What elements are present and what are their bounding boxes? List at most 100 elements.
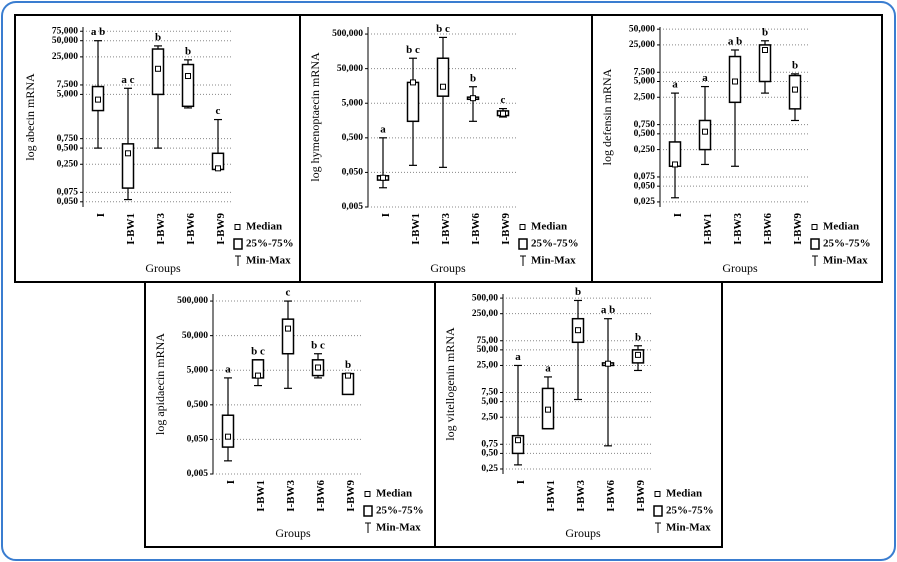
iqr-box (406, 81, 420, 123)
x-tick-label: I-BW3 (155, 213, 167, 245)
legend-label: Min-Max (666, 522, 711, 534)
x-axis-title: Groups (275, 526, 311, 540)
group-letter: a b (728, 36, 742, 48)
y-axis-title: log abecin mRNA (23, 73, 37, 161)
group-letter: b (762, 26, 768, 38)
y-tick-label: 250,00 (472, 309, 498, 319)
group-letter: b (792, 59, 798, 71)
legend-label: 25%-75% (531, 238, 579, 250)
median-marker (155, 65, 161, 72)
x-axis-title: Groups (565, 526, 601, 540)
group-letter: a (380, 123, 386, 135)
y-tick-label: 5,00 (481, 397, 498, 407)
iqr-box (181, 63, 195, 108)
median-marker (672, 161, 678, 168)
x-tick-label: I-BW6 (315, 480, 327, 512)
legend-median-icon (364, 491, 371, 497)
y-tick-label: 50,000 (52, 36, 78, 46)
group-letter: b c (436, 23, 450, 35)
median-marker (380, 174, 386, 181)
x-tick-label: I-BW6 (470, 213, 482, 245)
group-letter: c (501, 94, 506, 106)
x-tick-label: I (95, 213, 107, 217)
y-tick-label: 25,000 (629, 40, 655, 50)
iqr-box (221, 414, 235, 448)
y-tick-label: 0,250 (57, 159, 79, 169)
x-tick-label: I-BW6 (605, 480, 617, 512)
x-tick-label: I-BW3 (440, 213, 452, 245)
x-tick-label: I (672, 213, 684, 217)
legend-median-icon (654, 491, 661, 497)
group-letter: a (515, 351, 521, 363)
legend-box-icon (810, 238, 820, 250)
median-marker (762, 46, 768, 53)
y-axis-title: log defensin mRNA (600, 68, 614, 165)
y-tick-label: 7,500 (57, 80, 79, 90)
legend-label: Median (246, 221, 282, 233)
median-marker (215, 165, 221, 172)
group-letter: b (185, 45, 191, 57)
legend-label: Median (376, 488, 412, 500)
legend-median-icon (519, 224, 526, 230)
y-tick-label: 500,000 (177, 296, 208, 306)
y-axis-title: log hymenoptaecin mRNA (308, 52, 322, 182)
group-letter: b (635, 331, 641, 343)
y-tick-label: 500,000 (332, 29, 363, 39)
median-marker (470, 95, 476, 102)
legend-label: Min-Max (246, 255, 291, 267)
y-axis-title: log vitellogenin mRNA (443, 327, 457, 441)
y-axis-title: log apidaecin mRNA (153, 333, 167, 435)
y-tick-label: 5,000 (634, 77, 656, 87)
x-tick-label: I-BW1 (410, 213, 422, 245)
legend-label: Median (531, 221, 567, 233)
median-marker (575, 327, 581, 334)
y-tick-label: 500,00 (472, 293, 498, 303)
group-letter: a (545, 362, 551, 374)
group-letter: b (575, 286, 581, 298)
y-tick-label: 0,050 (634, 181, 656, 191)
x-tick-label: I-BW1 (545, 480, 557, 512)
y-tick-label: 50,000 (629, 24, 655, 34)
group-letter: c (216, 105, 221, 117)
y-tick-label: 0,50 (481, 449, 498, 459)
iqr-box (698, 119, 712, 151)
median-marker (345, 372, 351, 379)
median-marker (545, 406, 551, 413)
median-marker (225, 433, 231, 440)
legend-label: Median (666, 488, 702, 500)
y-tick-label: 0,750 (634, 120, 656, 130)
legend-box-icon (363, 505, 373, 517)
median-marker (635, 351, 641, 358)
y-tick-label: 0,025 (634, 197, 656, 207)
iqr-box (121, 143, 135, 189)
y-tick-label: 0,050 (187, 435, 209, 445)
y-tick-label: 50,000 (337, 64, 363, 74)
panel-frame (591, 14, 883, 283)
group-letter: b c (406, 44, 420, 56)
x-tick-label: I-BW1 (255, 480, 267, 512)
group-letter: b c (251, 345, 265, 357)
y-tick-label: 25,00 (477, 361, 499, 371)
median-marker (255, 372, 261, 379)
legend-box-icon (518, 238, 528, 250)
legend-label: 25%-75% (666, 505, 714, 517)
median-marker (702, 128, 708, 135)
y-tick-label: 0,075 (634, 172, 656, 182)
group-letter: c (286, 287, 291, 299)
x-tick-label: I-BW9 (792, 213, 804, 245)
x-tick-label: I-BW9 (215, 213, 227, 245)
y-tick-label: 75,00 (477, 336, 499, 346)
median-marker (95, 96, 101, 103)
legend-box-icon (233, 238, 243, 250)
y-tick-label: 2,500 (634, 92, 656, 102)
legend-label: Min-Max (531, 255, 576, 267)
legend-label: 25%-75% (246, 238, 294, 250)
x-tick-label: I-BW9 (345, 480, 357, 512)
y-tick-label: 0,050 (342, 168, 364, 178)
group-letter: b (155, 31, 161, 43)
y-tick-label: 50,000 (182, 331, 208, 341)
iqr-box (281, 318, 295, 355)
median-marker (500, 110, 506, 117)
group-letter: b c (311, 339, 325, 351)
